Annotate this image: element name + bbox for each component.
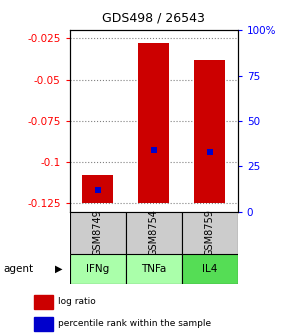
Bar: [126, 212, 182, 254]
Bar: [126, 254, 182, 284]
Text: GDS498 / 26543: GDS498 / 26543: [102, 12, 205, 25]
Text: GSM8749: GSM8749: [93, 209, 103, 256]
Text: GSM8754: GSM8754: [149, 209, 159, 256]
Text: agent: agent: [3, 264, 33, 274]
Bar: [182, 254, 238, 284]
Text: ▶: ▶: [55, 264, 62, 274]
Bar: [82, 175, 113, 203]
Bar: [34, 295, 53, 309]
Text: IL4: IL4: [202, 264, 218, 274]
Text: percentile rank within the sample: percentile rank within the sample: [58, 319, 211, 328]
Bar: [194, 60, 225, 203]
Bar: [34, 317, 53, 331]
Bar: [182, 212, 238, 254]
Text: TNFa: TNFa: [141, 264, 166, 274]
Bar: [70, 254, 126, 284]
Bar: [70, 212, 126, 254]
Text: log ratio: log ratio: [58, 297, 96, 306]
Text: IFNg: IFNg: [86, 264, 109, 274]
Bar: [138, 43, 169, 203]
Text: GSM8759: GSM8759: [205, 209, 215, 256]
